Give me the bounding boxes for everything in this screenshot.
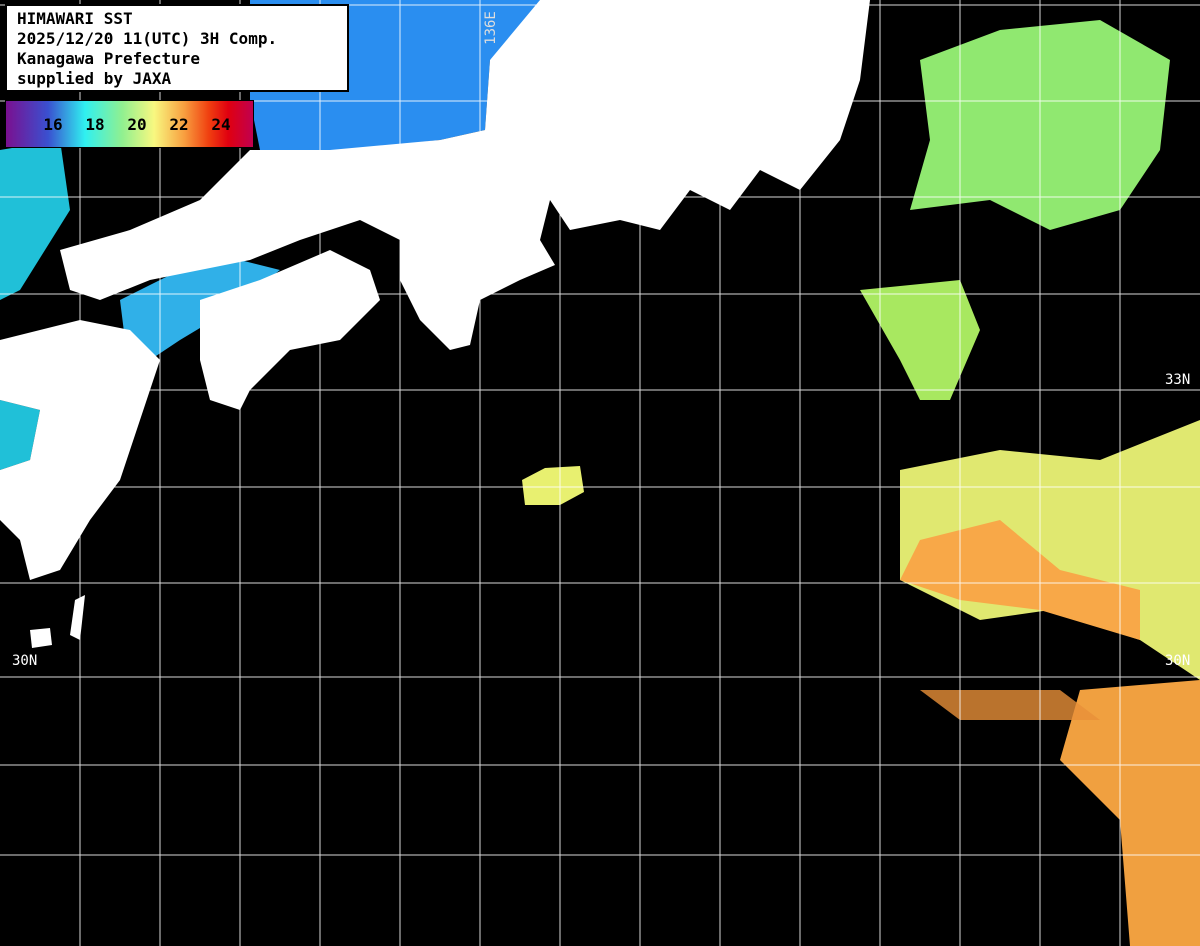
title-box: HIMAWARI SST 2025/12/20 11(UTC) 3H Comp.… <box>5 4 349 92</box>
title-line-3: Kanagawa Prefecture <box>17 49 201 68</box>
lon-label-136e: 136E <box>482 11 499 45</box>
lat-label-33n-right: 33N <box>1165 372 1191 388</box>
legend-tick-22: 22 <box>169 114 189 134</box>
legend-tick-16: 16 <box>43 114 63 134</box>
sst-orange-s <box>1060 680 1200 946</box>
color-legend: 16 18 20 22 24 <box>5 100 254 148</box>
lat-label-30n-left: 30N <box>12 653 38 669</box>
land-shikoku <box>200 250 380 410</box>
legend-tick-18: 18 <box>85 114 105 134</box>
title-line-2: 2025/12/20 11(UTC) 3H Comp. <box>17 29 278 48</box>
legend-tick-24: 24 <box>211 114 231 134</box>
sst-warm-e1 <box>860 280 980 400</box>
lat-label-33n-left: 33N <box>10 372 36 388</box>
title-line-4: supplied by JAXA <box>17 69 172 88</box>
sst-kyushu-west <box>0 400 40 470</box>
sst-cool-west <box>0 140 70 300</box>
sst-island <box>522 466 584 505</box>
land-tanegashima <box>70 595 85 640</box>
lat-label-30n-right: 30N <box>1165 653 1191 669</box>
land-honshu <box>60 0 870 350</box>
land-yakushima <box>30 628 52 648</box>
sst-orange-s2 <box>920 690 1100 720</box>
title-line-1: HIMAWARI SST <box>17 9 133 28</box>
legend-tick-20: 20 <box>127 114 147 134</box>
